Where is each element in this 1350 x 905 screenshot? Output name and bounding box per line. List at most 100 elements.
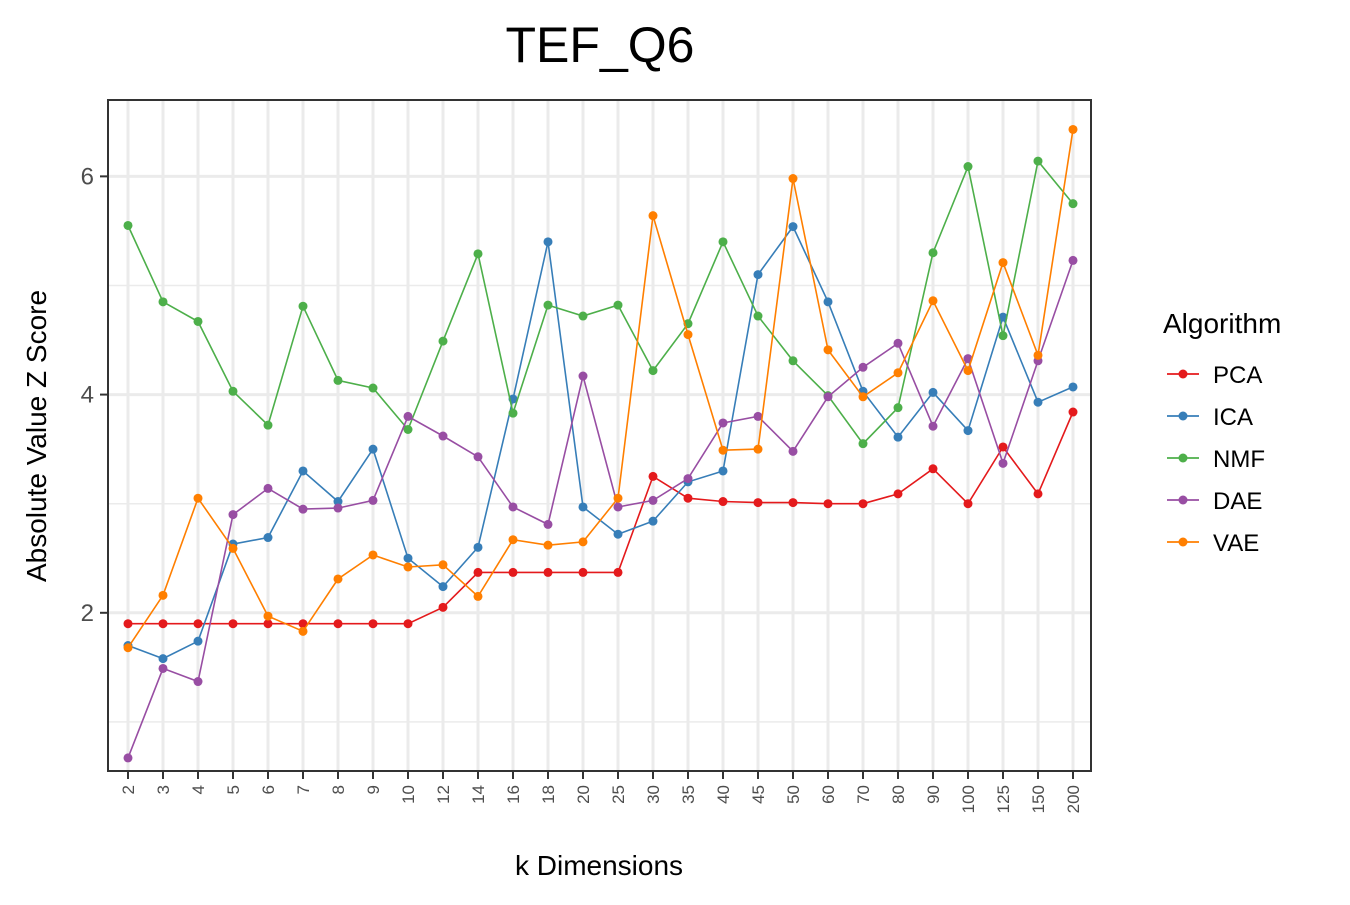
x-axis: 2 3 4 5 6 7 8 9 10 12 14 16 18 20 25 30 35 40 45 50 60 70 80 90… xyxy=(119,771,1083,813)
data-point xyxy=(753,311,763,321)
data-point xyxy=(578,311,588,321)
x-tick-label: 8 xyxy=(329,785,348,794)
data-point xyxy=(543,519,553,529)
x-tick-label: 14 xyxy=(469,785,488,804)
x-tick-label: 6 xyxy=(259,785,278,794)
data-point xyxy=(123,753,133,763)
data-point xyxy=(963,499,973,509)
data-point xyxy=(158,297,168,307)
x-tick-label: 20 xyxy=(574,785,593,804)
data-point xyxy=(263,611,273,621)
data-point xyxy=(858,499,868,509)
x-tick-label: 50 xyxy=(784,785,803,804)
data-point xyxy=(858,392,868,402)
data-point xyxy=(648,366,658,376)
data-point xyxy=(368,619,378,629)
data-point xyxy=(228,543,238,553)
data-point xyxy=(998,458,1008,468)
legend-key-point xyxy=(1178,411,1188,421)
data-point xyxy=(228,386,238,396)
data-point xyxy=(438,560,448,570)
data-point xyxy=(1068,255,1078,265)
y-axis-title: Absolute Value Z Score xyxy=(21,290,52,582)
data-point xyxy=(368,495,378,505)
data-point xyxy=(298,466,308,476)
data-point xyxy=(823,345,833,355)
data-point xyxy=(298,301,308,311)
data-point xyxy=(438,431,448,441)
legend-label: ICA xyxy=(1213,404,1253,431)
data-point xyxy=(928,387,938,397)
x-tick-label: 35 xyxy=(679,785,698,804)
data-point xyxy=(123,619,133,629)
data-point xyxy=(543,540,553,550)
data-point xyxy=(613,493,623,503)
data-point xyxy=(718,418,728,428)
legend-label: PCA xyxy=(1213,362,1262,389)
data-point xyxy=(578,502,588,512)
x-tick-label: 12 xyxy=(434,785,453,804)
series-nmf xyxy=(123,156,1078,449)
data-point xyxy=(753,411,763,421)
series-line xyxy=(127,129,1074,649)
x-tick-label: 125 xyxy=(994,785,1013,813)
data-point xyxy=(753,444,763,454)
series-pca xyxy=(123,407,1078,629)
legend: Algorithm PCA ICA NMF DAE VAE xyxy=(1163,308,1281,557)
legend-item-ica: ICA xyxy=(1167,404,1253,431)
data-point xyxy=(858,362,868,372)
data-point xyxy=(998,312,1008,322)
data-point xyxy=(193,493,203,503)
data-point xyxy=(193,677,203,687)
x-tick-label: 90 xyxy=(924,785,943,804)
legend-key-point xyxy=(1178,495,1188,505)
x-tick-label: 4 xyxy=(189,785,208,794)
data-point xyxy=(473,591,483,601)
x-tick-label: 60 xyxy=(819,785,838,804)
data-point xyxy=(1068,199,1078,209)
data-point xyxy=(963,426,973,436)
x-tick-label: 40 xyxy=(714,785,733,804)
data-point xyxy=(123,220,133,230)
data-point xyxy=(1033,489,1043,499)
data-point xyxy=(403,411,413,421)
data-point xyxy=(193,316,203,326)
data-point xyxy=(823,392,833,402)
data-point xyxy=(368,383,378,393)
data-point xyxy=(263,420,273,430)
x-tick-label: 150 xyxy=(1029,785,1048,813)
x-axis-title: k Dimensions xyxy=(515,850,683,881)
legend-label: NMF xyxy=(1213,446,1265,473)
data-point xyxy=(753,270,763,280)
data-point xyxy=(613,567,623,577)
data-point xyxy=(158,663,168,673)
data-point xyxy=(228,619,238,629)
data-point xyxy=(1068,382,1078,392)
data-point xyxy=(788,222,798,232)
data-point xyxy=(403,562,413,572)
data-point xyxy=(928,464,938,474)
data-point xyxy=(718,497,728,507)
x-tick-label: 18 xyxy=(539,785,558,804)
x-tick-label: 80 xyxy=(889,785,908,804)
data-point xyxy=(928,248,938,258)
legend-label: VAE xyxy=(1213,530,1259,557)
data-point xyxy=(193,619,203,629)
x-tick-label: 7 xyxy=(294,785,313,794)
data-point xyxy=(438,336,448,346)
data-point xyxy=(858,439,868,449)
data-point xyxy=(473,567,483,577)
data-point xyxy=(1068,124,1078,134)
x-tick-label: 45 xyxy=(749,785,768,804)
data-point xyxy=(543,300,553,310)
legend-key-point xyxy=(1178,369,1188,379)
data-point xyxy=(508,502,518,512)
data-point xyxy=(193,636,203,646)
data-point xyxy=(648,471,658,481)
legend-item-nmf: NMF xyxy=(1167,446,1265,473)
data-point xyxy=(298,619,308,629)
legend-title: Algorithm xyxy=(1163,308,1281,339)
data-point xyxy=(998,258,1008,268)
data-point xyxy=(578,537,588,547)
data-point xyxy=(998,442,1008,452)
